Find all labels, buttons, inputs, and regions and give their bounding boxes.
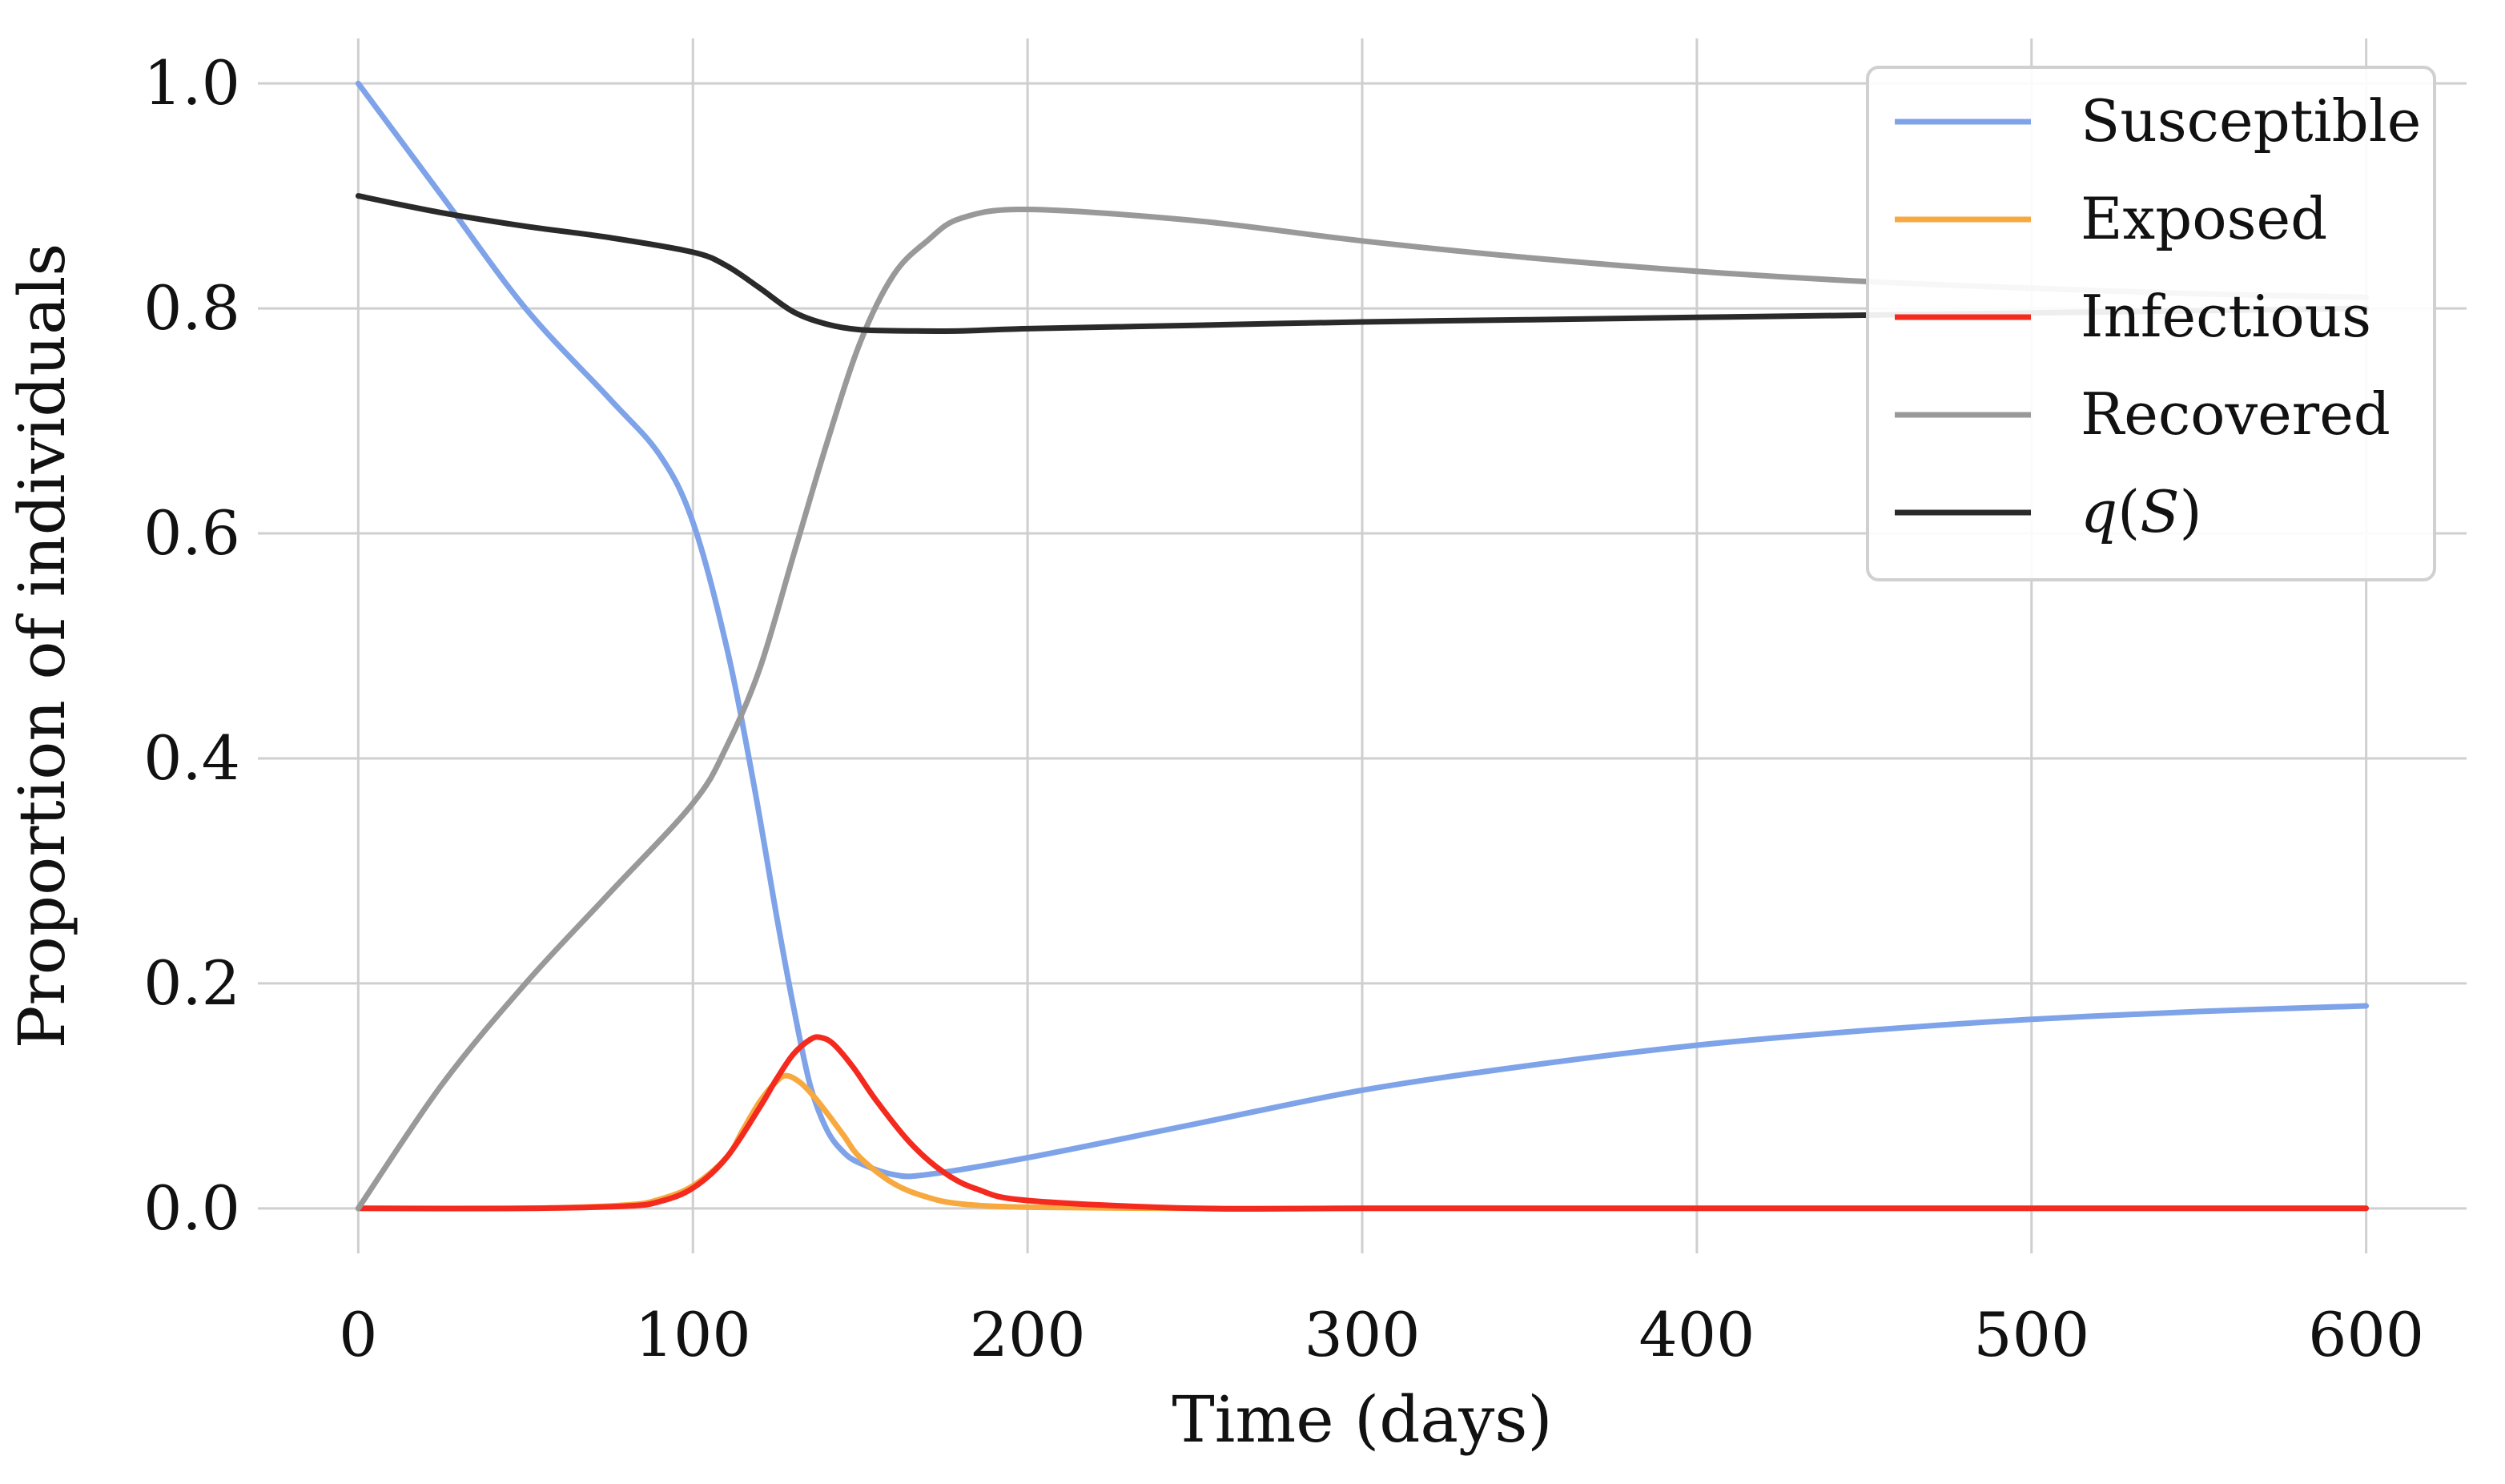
series-line-recovered: [355, 206, 2370, 1212]
y-tick-label: 0.0: [143, 1172, 240, 1244]
y-tick-label: 0.6: [143, 497, 240, 569]
series-line-infectious: [355, 1034, 2370, 1213]
tick-labels: 0 100 200 300 400 500 600 0.0 0.2 0.4 0.6 0.8 1.0: [143, 47, 2424, 1370]
x-tick-label: 500: [1973, 1299, 2089, 1370]
series-line-susceptible: [355, 80, 2370, 1180]
x-axis-title: Time (days): [1172, 1382, 1552, 1457]
legend-label-recovered: Recovered: [2081, 380, 2390, 448]
x-tick-label: 200: [970, 1299, 1086, 1370]
legend-label-q-s: q(S): [2081, 478, 2202, 545]
y-tick-label: 0.2: [143, 947, 240, 1019]
legend-label-susceptible: Susceptible: [2081, 87, 2421, 155]
legend-label-exposed: Exposed: [2081, 185, 2327, 252]
x-tick-label: 600: [2308, 1299, 2424, 1370]
x-tick-label: 100: [635, 1299, 751, 1370]
legend: Susceptible Exposed Infectious Recovered q(S…: [1866, 66, 2436, 581]
legend-box: [1866, 66, 2436, 581]
y-tick-label: 1.0: [143, 47, 240, 119]
x-tick-label: 300: [1304, 1299, 1420, 1370]
y-axis-title: Proportion of individuals: [5, 243, 79, 1049]
x-tick-label: 400: [1639, 1299, 1755, 1370]
x-tick-label: 0: [339, 1299, 377, 1370]
y-tick-label: 0.4: [143, 722, 240, 794]
y-tick-label: 0.8: [143, 272, 240, 344]
legend-label-infectious: Infectious: [2081, 283, 2371, 350]
